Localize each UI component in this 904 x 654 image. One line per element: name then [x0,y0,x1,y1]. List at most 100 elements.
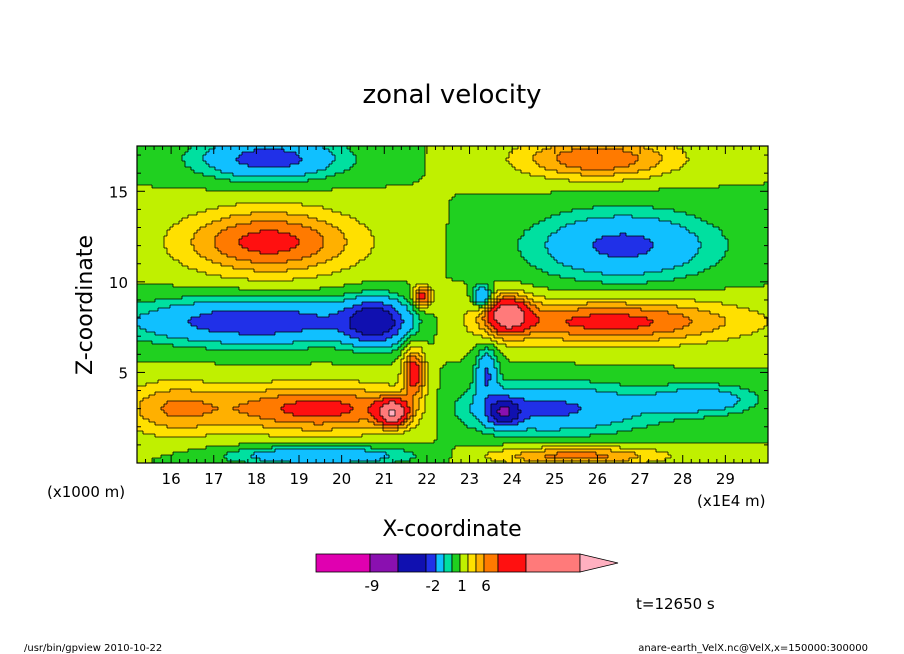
field-cell [401,164,404,167]
field-cell [305,191,308,194]
field-cell [476,194,479,197]
field-cell [488,173,491,176]
field-cell [536,188,539,191]
field-cell [353,212,356,215]
field-cell [569,197,572,200]
field-cell [431,203,434,206]
field-cell [257,191,260,194]
field-cell [314,191,317,194]
field-cell [722,173,725,176]
field-cell [542,197,545,200]
field-cell [746,188,749,191]
field-cell [410,152,413,155]
field-cell [212,212,215,215]
field-cell [239,167,242,170]
field-cell [512,203,515,206]
field-cell [554,161,557,164]
field-cell [749,152,752,155]
field-cell [146,176,149,179]
field-cell [614,200,617,203]
field-cell [173,212,176,215]
field-cell [509,185,512,188]
field-cell [476,155,479,158]
field-cell [278,149,281,152]
field-cell [686,191,689,194]
field-cell [182,176,185,179]
field-cell [725,170,728,173]
field-cell [749,209,752,212]
field-cell [488,179,491,182]
field-cell [746,176,749,179]
field-cell [542,194,545,197]
field-cell [383,197,386,200]
field-cell [194,194,197,197]
field-cell [152,167,155,170]
field-cell [569,182,572,185]
field-cell [476,209,479,212]
field-cell [695,200,698,203]
field-cell [503,194,506,197]
field-cell [293,167,296,170]
field-cell [197,197,200,200]
field-cell [254,212,257,215]
field-cell [188,191,191,194]
field-cell [617,176,620,179]
field-cell [287,155,290,158]
field-cell [707,155,710,158]
field-cell [527,212,530,215]
field-cell [368,182,371,185]
field-cell [401,191,404,194]
field-cell [446,191,449,194]
field-cell [344,179,347,182]
field-cell [356,158,359,161]
field-cell [614,185,617,188]
field-cell [551,164,554,167]
field-cell [401,203,404,206]
field-cell [722,167,725,170]
field-cell [719,155,722,158]
field-cell [209,152,212,155]
field-cell [335,182,338,185]
field-cell [179,197,182,200]
field-cell [500,158,503,161]
field-cell [263,176,266,179]
field-cell [566,173,569,176]
field-cell [326,158,329,161]
field-cell [413,182,416,185]
field-cell [161,173,164,176]
field-cell [659,191,662,194]
field-cell [368,197,371,200]
field-cell [197,152,200,155]
field-cell [320,155,323,158]
field-cell [491,197,494,200]
field-cell [455,185,458,188]
field-cell [230,185,233,188]
field-cell [740,176,743,179]
field-cell [407,197,410,200]
field-cell [287,215,290,218]
field-cell [188,197,191,200]
field-cell [383,176,386,179]
field-cell [752,200,755,203]
field-cell [644,179,647,182]
field-cell [515,194,518,197]
field-cell [275,170,278,173]
field-cell [236,176,239,179]
field-cell [641,149,644,152]
field-cell [344,170,347,173]
field-cell [368,206,371,209]
field-cell [695,176,698,179]
field-cell [326,194,329,197]
field-cell [440,206,443,209]
field-cell [269,212,272,215]
field-cell [695,155,698,158]
field-cell [359,191,362,194]
field-cell [488,188,491,191]
field-cell [704,167,707,170]
field-cell [413,152,416,155]
field-cell [656,200,659,203]
field-cell [716,212,719,215]
field-cell [269,203,272,206]
field-cell [359,149,362,152]
field-cell [539,203,542,206]
